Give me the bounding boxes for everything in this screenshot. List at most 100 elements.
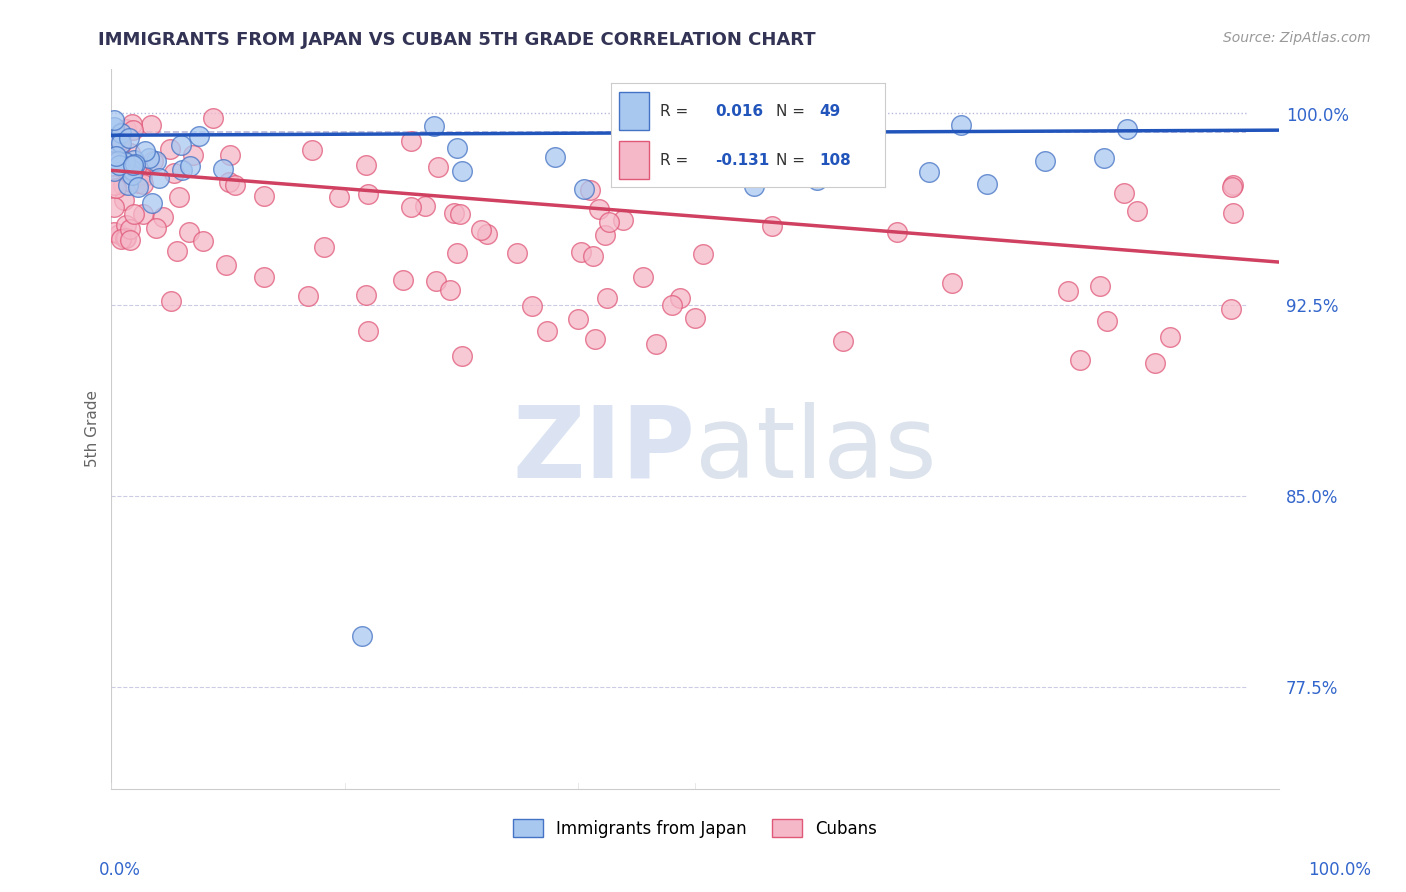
Point [699, 108, 721, 122]
Point [588, 202, 610, 216]
Point [141, 118, 163, 132]
Point [120, 222, 142, 236]
Point [301, 144, 323, 158]
Point [391, 273, 413, 287]
Point [425, 274, 447, 288]
Point [103, 164, 125, 178]
Point [224, 178, 246, 193]
Point [761, 219, 783, 233]
Point [110, 232, 132, 246]
Point [399, 134, 422, 148]
Point [1222, 180, 1244, 194]
Point [127, 180, 149, 194]
Point [569, 245, 592, 260]
Legend: Immigrants from Japan, Cubans: Immigrants from Japan, Cubans [506, 813, 884, 845]
Point [107, 129, 129, 144]
Point [446, 141, 468, 155]
Point [103, 178, 125, 193]
Point [356, 158, 378, 172]
Point [520, 299, 543, 313]
Point [439, 283, 461, 297]
Point [598, 215, 620, 229]
Point [669, 292, 692, 306]
Point [357, 324, 380, 338]
Point [145, 153, 167, 168]
Point [103, 135, 125, 149]
Point [167, 190, 190, 204]
Point [1222, 206, 1244, 220]
Point [118, 130, 141, 145]
Point [132, 177, 155, 191]
Point [631, 269, 654, 284]
Point [328, 190, 350, 204]
Point [1144, 356, 1167, 370]
Point [1220, 302, 1243, 317]
Y-axis label: 5th Grade: 5th Grade [86, 391, 100, 467]
Point [352, 629, 374, 643]
Point [134, 144, 156, 158]
Point [470, 223, 492, 237]
Point [141, 196, 163, 211]
Point [124, 157, 146, 171]
Point [1159, 330, 1181, 344]
Point [114, 231, 136, 245]
Text: ZIP: ZIP [512, 402, 695, 499]
Point [1035, 154, 1057, 169]
Point [170, 138, 193, 153]
Point [121, 118, 143, 132]
Point [118, 146, 141, 161]
Point [1222, 178, 1244, 192]
Point [114, 155, 136, 169]
Point [166, 244, 188, 258]
Point [253, 189, 276, 203]
Point [443, 206, 465, 220]
Point [118, 233, 141, 247]
Point [1126, 203, 1149, 218]
Point [413, 199, 436, 213]
Point [110, 126, 132, 140]
Point [163, 166, 186, 180]
Point [450, 164, 472, 178]
Point [108, 227, 131, 242]
Point [115, 121, 138, 136]
Point [105, 180, 128, 194]
Point [105, 153, 128, 168]
Point [572, 182, 595, 196]
Point [579, 183, 602, 197]
Point [142, 153, 165, 168]
Point [354, 288, 377, 302]
Point [423, 119, 446, 133]
Point [112, 193, 135, 207]
Text: Source: ZipAtlas.com: Source: ZipAtlas.com [1223, 31, 1371, 45]
Point [950, 118, 973, 132]
Point [612, 212, 634, 227]
Point [645, 336, 668, 351]
Point [614, 125, 637, 139]
Point [593, 228, 616, 243]
Point [426, 160, 449, 174]
Point [692, 247, 714, 261]
Point [108, 158, 131, 172]
Point [544, 150, 567, 164]
Point [103, 201, 125, 215]
Point [1114, 186, 1136, 200]
Point [159, 293, 181, 308]
Point [127, 176, 149, 190]
Point [1069, 353, 1091, 368]
Point [450, 349, 472, 363]
Point [506, 246, 529, 260]
Point [1056, 284, 1078, 298]
Text: IMMIGRANTS FROM JAPAN VS CUBAN 5TH GRADE CORRELATION CHART: IMMIGRANTS FROM JAPAN VS CUBAN 5TH GRADE… [98, 31, 815, 49]
Text: 0.0%: 0.0% [98, 861, 141, 879]
Point [567, 312, 589, 326]
Point [449, 206, 471, 220]
Point [252, 270, 274, 285]
Point [683, 148, 706, 162]
Point [976, 177, 998, 191]
Point [107, 154, 129, 169]
Point [121, 163, 143, 178]
Point [886, 225, 908, 239]
Point [177, 225, 200, 239]
Point [1092, 152, 1115, 166]
Point [742, 179, 765, 194]
